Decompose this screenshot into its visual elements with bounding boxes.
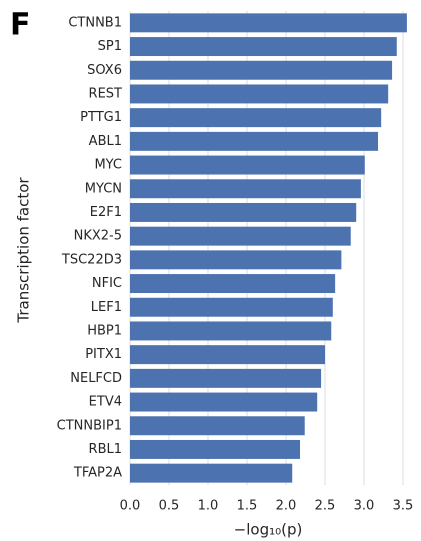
y-tick-label: TFAP2A xyxy=(73,466,122,481)
x-tick-label: 0.0 xyxy=(120,499,141,514)
bar xyxy=(130,131,379,151)
bar xyxy=(130,60,393,80)
panel-label: F xyxy=(10,8,31,43)
y-tick-label: NELFCD xyxy=(70,371,122,386)
y-tick-label: CTNNB1 xyxy=(68,15,122,30)
x-tick-label: 3.5 xyxy=(393,499,414,514)
y-tick-label: LEF1 xyxy=(91,300,122,315)
y-tick-label: ABL1 xyxy=(89,134,122,149)
bar xyxy=(130,321,332,341)
y-tick-label: MYC xyxy=(94,158,122,173)
bar xyxy=(130,368,322,388)
x-tick-label: 0.5 xyxy=(159,499,180,514)
y-tick-label: REST xyxy=(89,86,122,101)
y-tick-label: CTNNBIP1 xyxy=(57,418,122,433)
bar xyxy=(130,226,351,246)
y-tick-label: PTTG1 xyxy=(80,110,122,125)
bar xyxy=(130,37,397,57)
bar xyxy=(130,392,318,412)
x-tick-label: 1.0 xyxy=(198,499,219,514)
y-tick-label: SOX6 xyxy=(87,63,122,78)
x-tick-label: 3.0 xyxy=(354,499,375,514)
bar xyxy=(130,439,301,459)
bar xyxy=(130,108,382,128)
y-axis-label: Transcription factor xyxy=(15,177,33,324)
y-tick-label: RBL1 xyxy=(89,442,122,457)
x-tick-label: 2.5 xyxy=(315,499,336,514)
y-tick-label: MYCN xyxy=(85,181,122,196)
bar xyxy=(130,463,293,483)
bar xyxy=(130,179,361,199)
y-tick-label: HBP1 xyxy=(87,323,122,338)
y-tick-label: PITX1 xyxy=(85,347,122,362)
y-tick-label: ETV4 xyxy=(89,395,122,410)
bar xyxy=(130,250,342,270)
bar xyxy=(130,345,325,365)
y-tick-label: NKX2-5 xyxy=(74,229,122,244)
y-tick-label: TSC22D3 xyxy=(61,252,122,267)
x-tick-label: 1.5 xyxy=(237,499,258,514)
bar xyxy=(130,274,336,294)
x-axis-label: −log₁₀(p) xyxy=(234,521,303,539)
bar xyxy=(130,297,333,317)
bar xyxy=(130,13,407,33)
y-tick-label: NFIC xyxy=(92,276,122,291)
bar xyxy=(130,416,305,436)
bar xyxy=(130,84,389,104)
x-tick-label: 2.0 xyxy=(276,499,297,514)
y-tick-label: E2F1 xyxy=(90,205,122,220)
bar xyxy=(130,202,357,222)
y-tick-label: SP1 xyxy=(98,39,122,54)
bar xyxy=(130,155,365,175)
